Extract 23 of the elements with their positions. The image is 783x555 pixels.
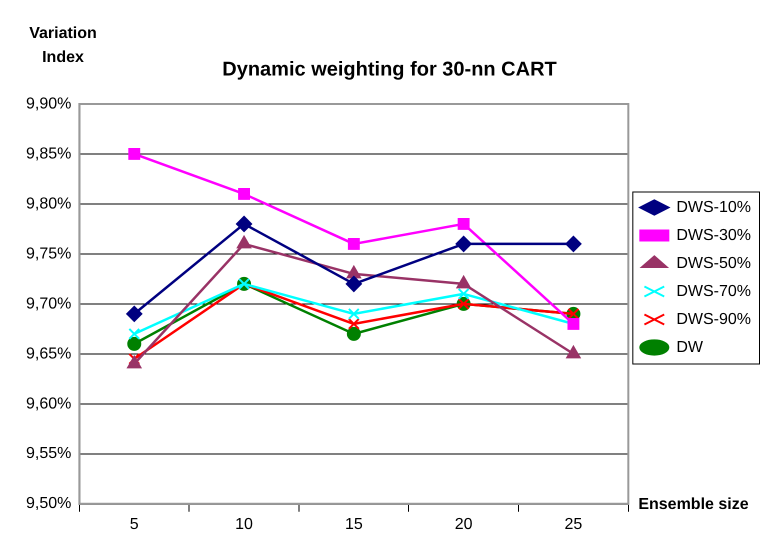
y-tick-label: 9,50% [26,495,72,512]
y-tick-label: 9,90% [26,95,72,112]
chart-title: Dynamic weighting for 30-nn CART [222,58,557,81]
legend-label: DWS-90% [676,310,752,328]
x-tick-label: 5 [130,516,139,533]
legend-label: DWS-50% [676,254,752,272]
y-tick-label: 9,65% [26,345,72,362]
y-tick-label: 9,85% [26,145,72,162]
x-tick-label: 25 [564,516,582,533]
x-axis-title: Ensemble size [638,496,749,513]
legend-label: DWS-10% [676,198,752,216]
x-tick-label: 15 [344,516,363,533]
y-axis-title: Variation Index [29,25,97,66]
legend-label: DWS-70% [676,282,752,300]
x-tick-label: 20 [454,516,473,533]
y-tick-label: 9,55% [26,445,72,462]
legend-label: DWS-30% [676,226,752,244]
x-tick-label: 10 [235,516,254,533]
y-tick-label: 9,70% [26,295,72,312]
y-tick-label: 9,80% [26,195,72,212]
y-tick-label: 9,75% [26,245,72,262]
legend-label: DW [676,338,704,356]
y-tick-label: 9,60% [26,395,72,412]
